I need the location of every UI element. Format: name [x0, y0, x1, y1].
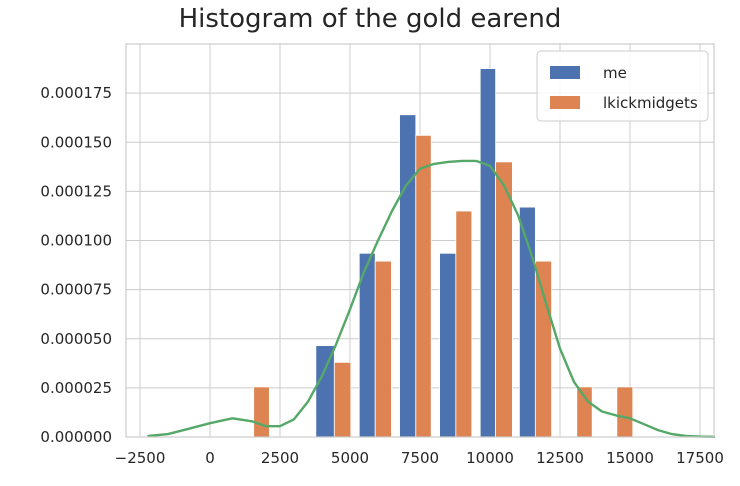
x-tick-label: 5000 — [331, 449, 369, 467]
y-tick-label: 0.000100 — [40, 232, 112, 250]
bar-me — [439, 252, 457, 438]
bar-lkickmidgets — [576, 386, 593, 438]
y-tick-label: 0.000000 — [40, 428, 112, 446]
plot-frame — [125, 43, 715, 438]
bar-me — [315, 345, 335, 438]
kde-line — [147, 159, 716, 438]
bar-lkickmidgets — [495, 161, 513, 438]
kde-layer — [147, 159, 716, 438]
bar-me — [399, 114, 417, 438]
legend-label-lkickmidgets: lkickmidgets — [603, 94, 698, 112]
x-tick-label: 12500 — [536, 449, 584, 467]
y-tick-label: 0.000050 — [40, 330, 112, 348]
bar-lkickmidgets — [455, 210, 473, 438]
y-tick-label: 0.000125 — [40, 182, 112, 200]
legend-swatch-lkickmidgets — [550, 96, 580, 109]
chart-title: Histogram of the gold earend — [178, 4, 562, 34]
bar-lkickmidgets — [534, 260, 552, 438]
x-tick-label: 2500 — [261, 449, 299, 467]
legend-label-me: me — [603, 64, 627, 82]
y-tick-label: 0.000025 — [40, 379, 112, 397]
bar-lkickmidgets — [616, 386, 634, 438]
histogram-bars — [253, 68, 634, 438]
x-tick-label: 10000 — [466, 449, 514, 467]
y-tick-label: 0.000150 — [40, 133, 112, 151]
bar-me — [479, 68, 497, 438]
x-tick-label: 0 — [205, 449, 215, 467]
x-tick-label: 17500 — [676, 449, 724, 467]
bar-lkickmidgets — [333, 361, 352, 438]
x-tick-labels: −2500 0 2500 5000 7500 10000 12500 15000 17500 — [115, 449, 724, 467]
y-tick-label: 0.000175 — [40, 84, 112, 102]
bar-lkickmidgets — [374, 260, 392, 438]
bar-lkickmidgets — [415, 134, 432, 438]
legend: me lkickmidgets — [536, 50, 709, 122]
legend-swatch-me — [550, 66, 580, 79]
x-tick-label: 7500 — [401, 449, 439, 467]
bar-lkickmidgets — [253, 386, 270, 438]
y-tick-labels: 0.000000 0.000025 0.000050 0.000075 0.000100… — [40, 84, 112, 446]
y-tick-label: 0.000075 — [40, 281, 112, 299]
x-tick-label: 15000 — [606, 449, 654, 467]
x-tick-label: −2500 — [115, 449, 166, 467]
